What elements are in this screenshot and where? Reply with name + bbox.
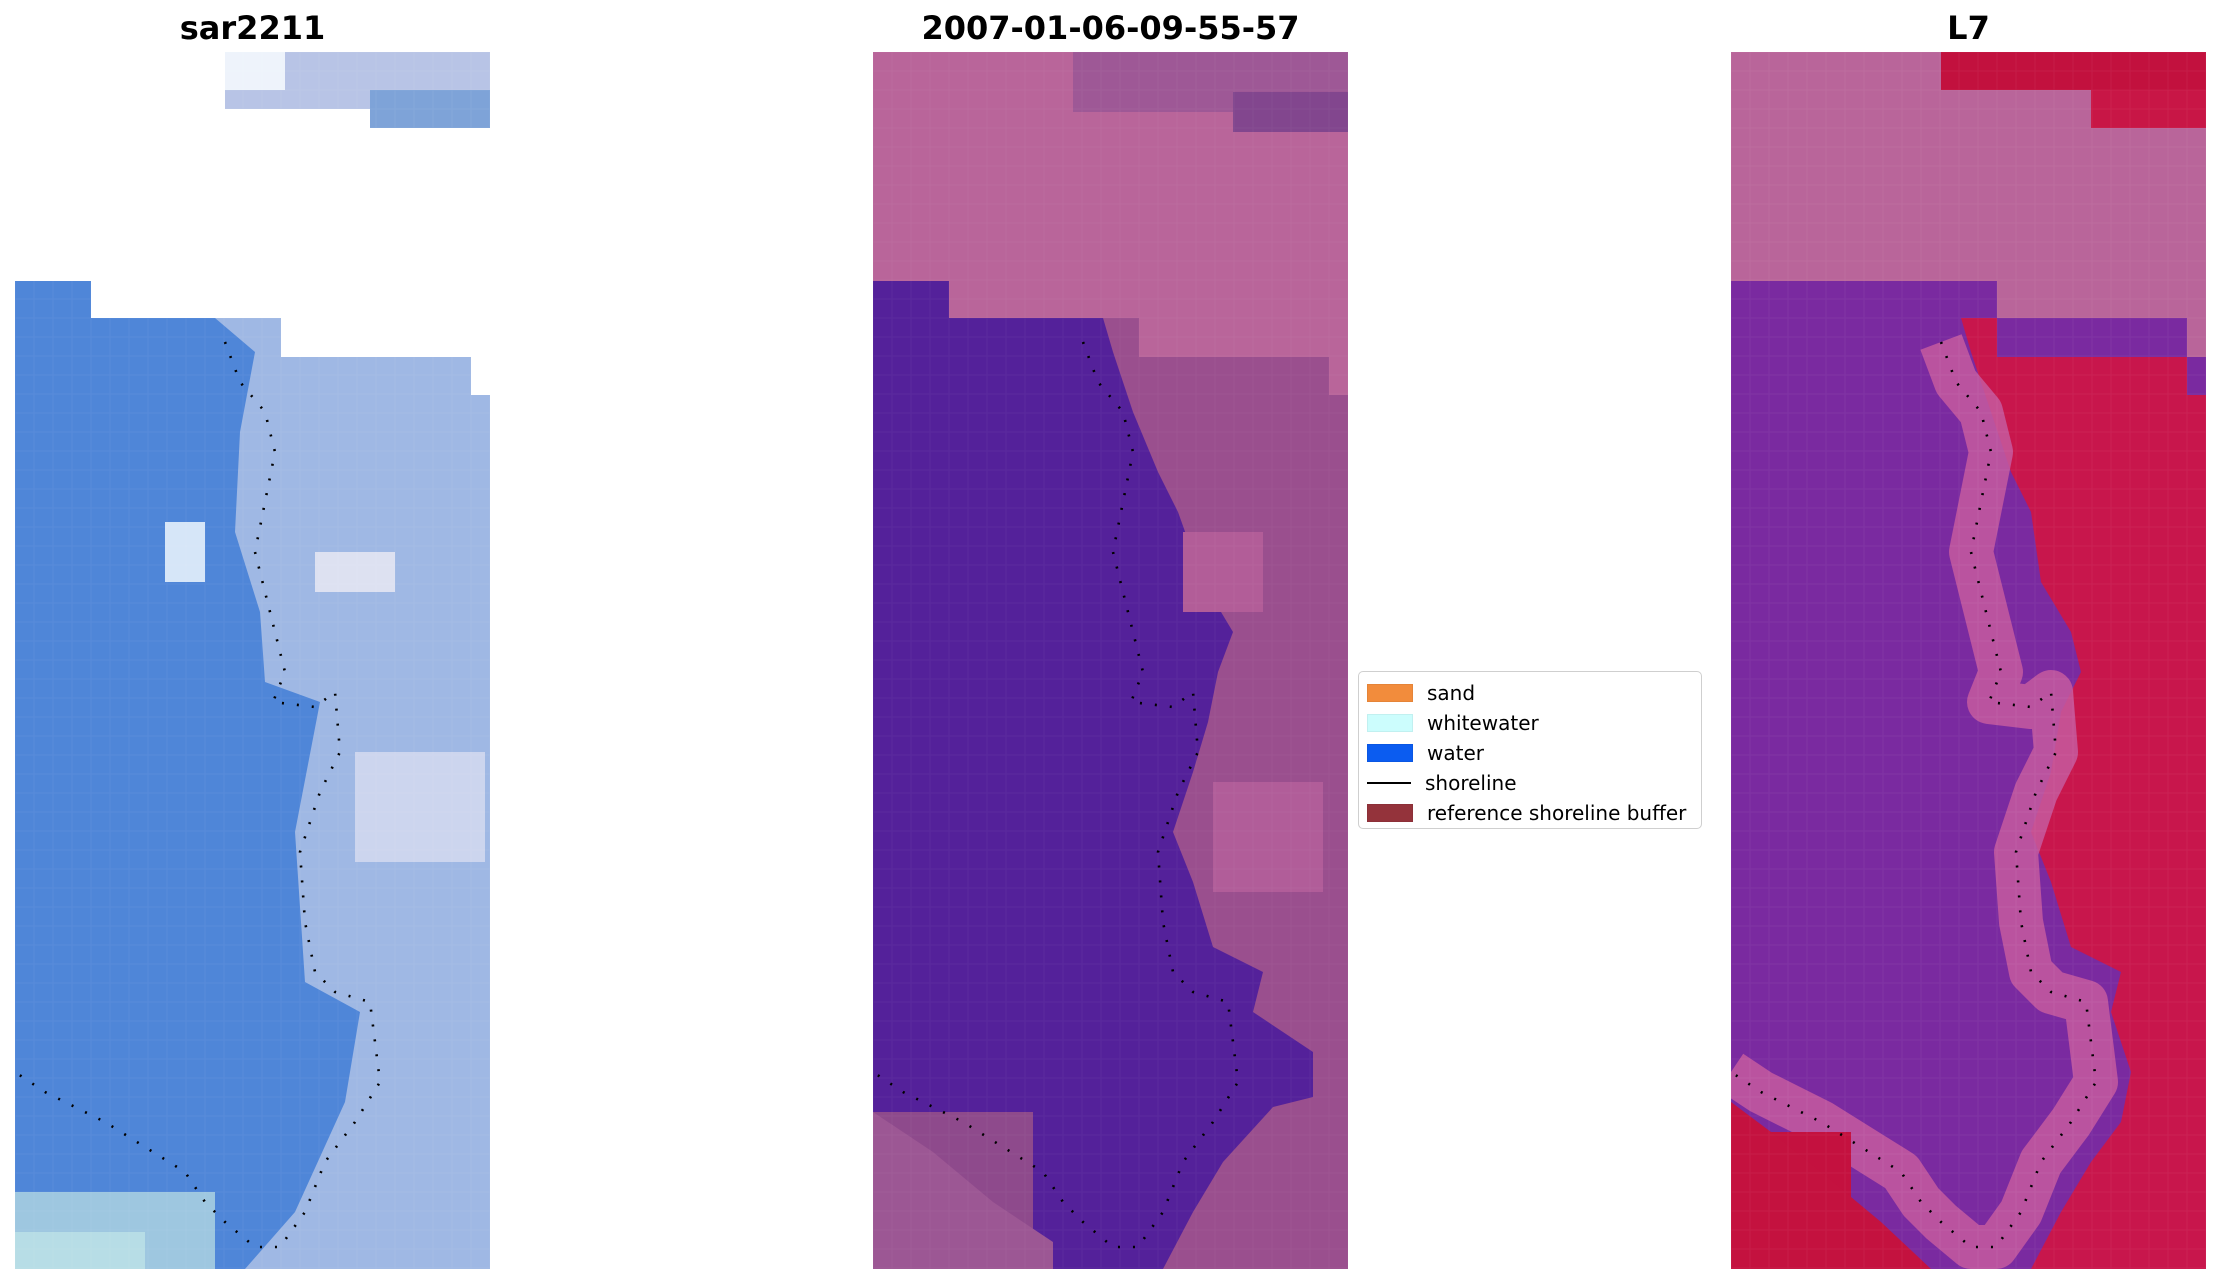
legend-item-whitewater: whitewater <box>1367 708 1693 738</box>
l7-image-panel <box>1731 52 2206 1269</box>
legend-swatch <box>1367 782 1411 784</box>
shoreline-classified <box>873 341 1240 1249</box>
rgb-image <box>15 52 490 1269</box>
legend-item-water: water <box>1367 738 1693 768</box>
legend-item-shoreline: shoreline <box>1367 768 1693 798</box>
shoreline-l7 <box>1731 341 2098 1249</box>
legend-swatch <box>1367 684 1413 702</box>
legend-item-sand: sand <box>1367 678 1693 708</box>
panel-title-rgb: sar2211 <box>179 9 326 47</box>
legend-label: whitewater <box>1427 711 1539 735</box>
legend-swatch <box>1367 804 1413 822</box>
shoreline-rgb <box>15 341 382 1249</box>
panel-title-index: L7 <box>1947 9 1990 47</box>
legend: sand whitewater water shoreline referenc… <box>1358 671 1702 829</box>
legend-label: sand <box>1427 681 1476 705</box>
legend-item-reference-shoreline-buffer: reference shoreline buffer <box>1367 798 1693 828</box>
panel-title-classified: 2007-01-06-09-55-57 <box>921 9 1300 47</box>
legend-label: reference shoreline buffer <box>1427 801 1687 825</box>
legend-swatch <box>1367 714 1413 732</box>
rgb-image-panel <box>15 52 490 1269</box>
classified-image <box>873 52 1348 1269</box>
legend-label: shoreline <box>1425 771 1517 795</box>
legend-label: water <box>1427 741 1484 765</box>
classified-image-panel <box>873 52 1348 1269</box>
legend-swatch <box>1367 744 1413 762</box>
l7-image <box>1731 52 2206 1269</box>
